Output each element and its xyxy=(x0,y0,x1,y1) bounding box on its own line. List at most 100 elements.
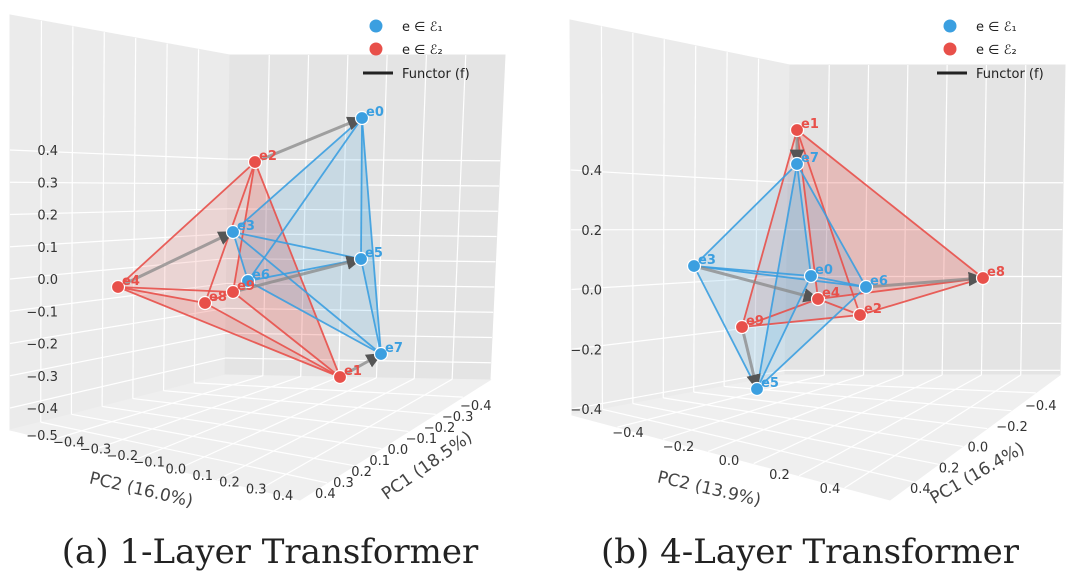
point-label-e4: e4 xyxy=(822,286,840,301)
grid-line-x xyxy=(902,64,909,376)
grid-line-z xyxy=(571,275,787,291)
grid-line-floor xyxy=(132,397,409,433)
functor-arrow xyxy=(865,271,985,289)
y-tick-label: −0.3 xyxy=(80,442,112,457)
grid-line-floor xyxy=(662,374,864,440)
y-tick-label: 0.0 xyxy=(166,462,187,477)
grid-line-y xyxy=(753,58,760,381)
grid-line-floor xyxy=(798,374,982,477)
z-tick-label: 0.2 xyxy=(37,209,58,224)
point-e7 xyxy=(373,346,389,362)
y-tick-label: 0.2 xyxy=(769,468,790,483)
e2-face xyxy=(797,130,983,299)
point-label-e1: e1 xyxy=(801,117,819,132)
point-e5 xyxy=(353,251,369,267)
e1-edge xyxy=(361,117,382,355)
x-tick-label: −0.2 xyxy=(424,421,456,436)
point-label-e8: e8 xyxy=(209,290,227,305)
z-tick-label: −0.2 xyxy=(26,338,58,353)
e1-edge xyxy=(232,231,249,282)
grid-line-x xyxy=(300,54,310,377)
functor-arrow xyxy=(740,326,761,391)
point-e1 xyxy=(789,122,805,138)
grid-line-z xyxy=(9,282,227,312)
z-tick-label: 0.0 xyxy=(37,273,58,288)
y-tick-label: 0.3 xyxy=(246,482,267,497)
e2-edge xyxy=(117,286,341,378)
z-tick-label: −0.4 xyxy=(570,403,602,418)
e1-edge xyxy=(796,163,867,288)
x-tick-label: 0.2 xyxy=(351,465,372,480)
grid-line-y xyxy=(101,32,105,407)
point-label-e7: e7 xyxy=(801,151,819,166)
panel-1-layer: 0.4 0.3 0.2 0.1 0.0 −0.1 −0.2 −0.3 −0.4 −0.4 −0.3−… xyxy=(0,0,535,518)
grid-line-y xyxy=(723,52,728,387)
point-e8 xyxy=(197,295,213,311)
point-e4 xyxy=(810,291,826,307)
legend-marker-e1 xyxy=(943,19,957,33)
tick-labels: 0.40.30.20.10.0−0.1−0.2−0.3−0.4 −0.4−0.3−… xyxy=(26,144,491,504)
grid-line-y xyxy=(162,43,168,391)
grid-line-z xyxy=(226,307,494,313)
functor-arrow xyxy=(117,230,235,289)
point-label-e2: e2 xyxy=(864,302,882,317)
grid-line-z xyxy=(226,282,495,288)
grid-line-floor xyxy=(92,375,301,451)
grid-line-x xyxy=(262,54,270,376)
functor-arrow xyxy=(232,255,363,294)
chart-4-layer: 0.4 0.2 0.0 −0.2 −0.4 −0.4 −0.2 0.0 0.2 0.4 −0.4 −0… xyxy=(569,19,1066,511)
polytope-edges xyxy=(117,117,382,378)
e2-edge xyxy=(117,286,206,304)
grid-line-z xyxy=(228,158,501,162)
tick-labels: 0.4 0.2 0.0 −0.2 −0.4 −0.4 −0.2 0.0 0.2 0.4 −0.4 −0… xyxy=(570,164,1056,497)
legend-marker-e2 xyxy=(943,42,957,56)
grid-line-z xyxy=(9,332,226,377)
y-tick-label: −0.4 xyxy=(612,426,644,441)
grid-line-floor xyxy=(175,377,377,471)
legend-label-functor: Functor (f) xyxy=(402,67,470,82)
e1-edge xyxy=(232,231,382,355)
z-tick-label: 0.0 xyxy=(581,284,602,299)
polytope-edges xyxy=(693,129,984,390)
functor-arrow xyxy=(339,352,383,379)
point-label-e2: e2 xyxy=(259,149,277,164)
legend: e ∈ ℰ₁ e ∈ ℰ₂ Functor (f) xyxy=(937,19,1044,82)
z-tick-label: −0.3 xyxy=(26,370,58,385)
point-label-e7: e7 xyxy=(385,341,403,356)
grid-line-y xyxy=(600,26,604,410)
grid-line-floor xyxy=(102,405,382,450)
grid-line-z xyxy=(9,149,229,160)
point-label-e8: e8 xyxy=(987,265,1005,280)
e1-edge xyxy=(796,163,812,277)
grid-lines xyxy=(570,26,1064,489)
point-e9 xyxy=(225,284,241,300)
z-tick-label: −0.4 xyxy=(26,402,58,417)
grid-line-z xyxy=(227,208,498,212)
point-label-e3: e3 xyxy=(237,219,255,234)
point-e2 xyxy=(247,154,263,170)
x-tick-label: 0.0 xyxy=(968,441,989,456)
z-tick-label: 0.4 xyxy=(581,164,602,179)
grid-line-x xyxy=(941,64,948,376)
grid-line-y xyxy=(40,20,43,423)
grid-line-floor xyxy=(724,385,1012,412)
point-label-e6: e6 xyxy=(252,268,270,283)
point-label-e1: e1 xyxy=(344,364,362,379)
grid-line-floor xyxy=(753,374,943,465)
x-tick-label: 0.4 xyxy=(910,482,931,497)
floor-pane xyxy=(571,374,1062,501)
grid-line-x xyxy=(413,54,428,379)
y-tick-label: 0.1 xyxy=(192,469,213,484)
e2-edge xyxy=(117,286,234,293)
point-e9 xyxy=(734,319,750,335)
point-label-e5: e5 xyxy=(365,246,383,261)
grid-line-y xyxy=(132,37,137,399)
grid-line-z xyxy=(571,322,786,350)
grid-line-floor xyxy=(163,390,436,415)
e2-face xyxy=(742,130,860,327)
e2-edge xyxy=(817,298,861,316)
grid-line-floor xyxy=(194,382,463,398)
z-tick-label: 0.2 xyxy=(581,224,602,239)
point-e0 xyxy=(803,268,819,284)
x-tick-label: −0.4 xyxy=(460,399,492,414)
